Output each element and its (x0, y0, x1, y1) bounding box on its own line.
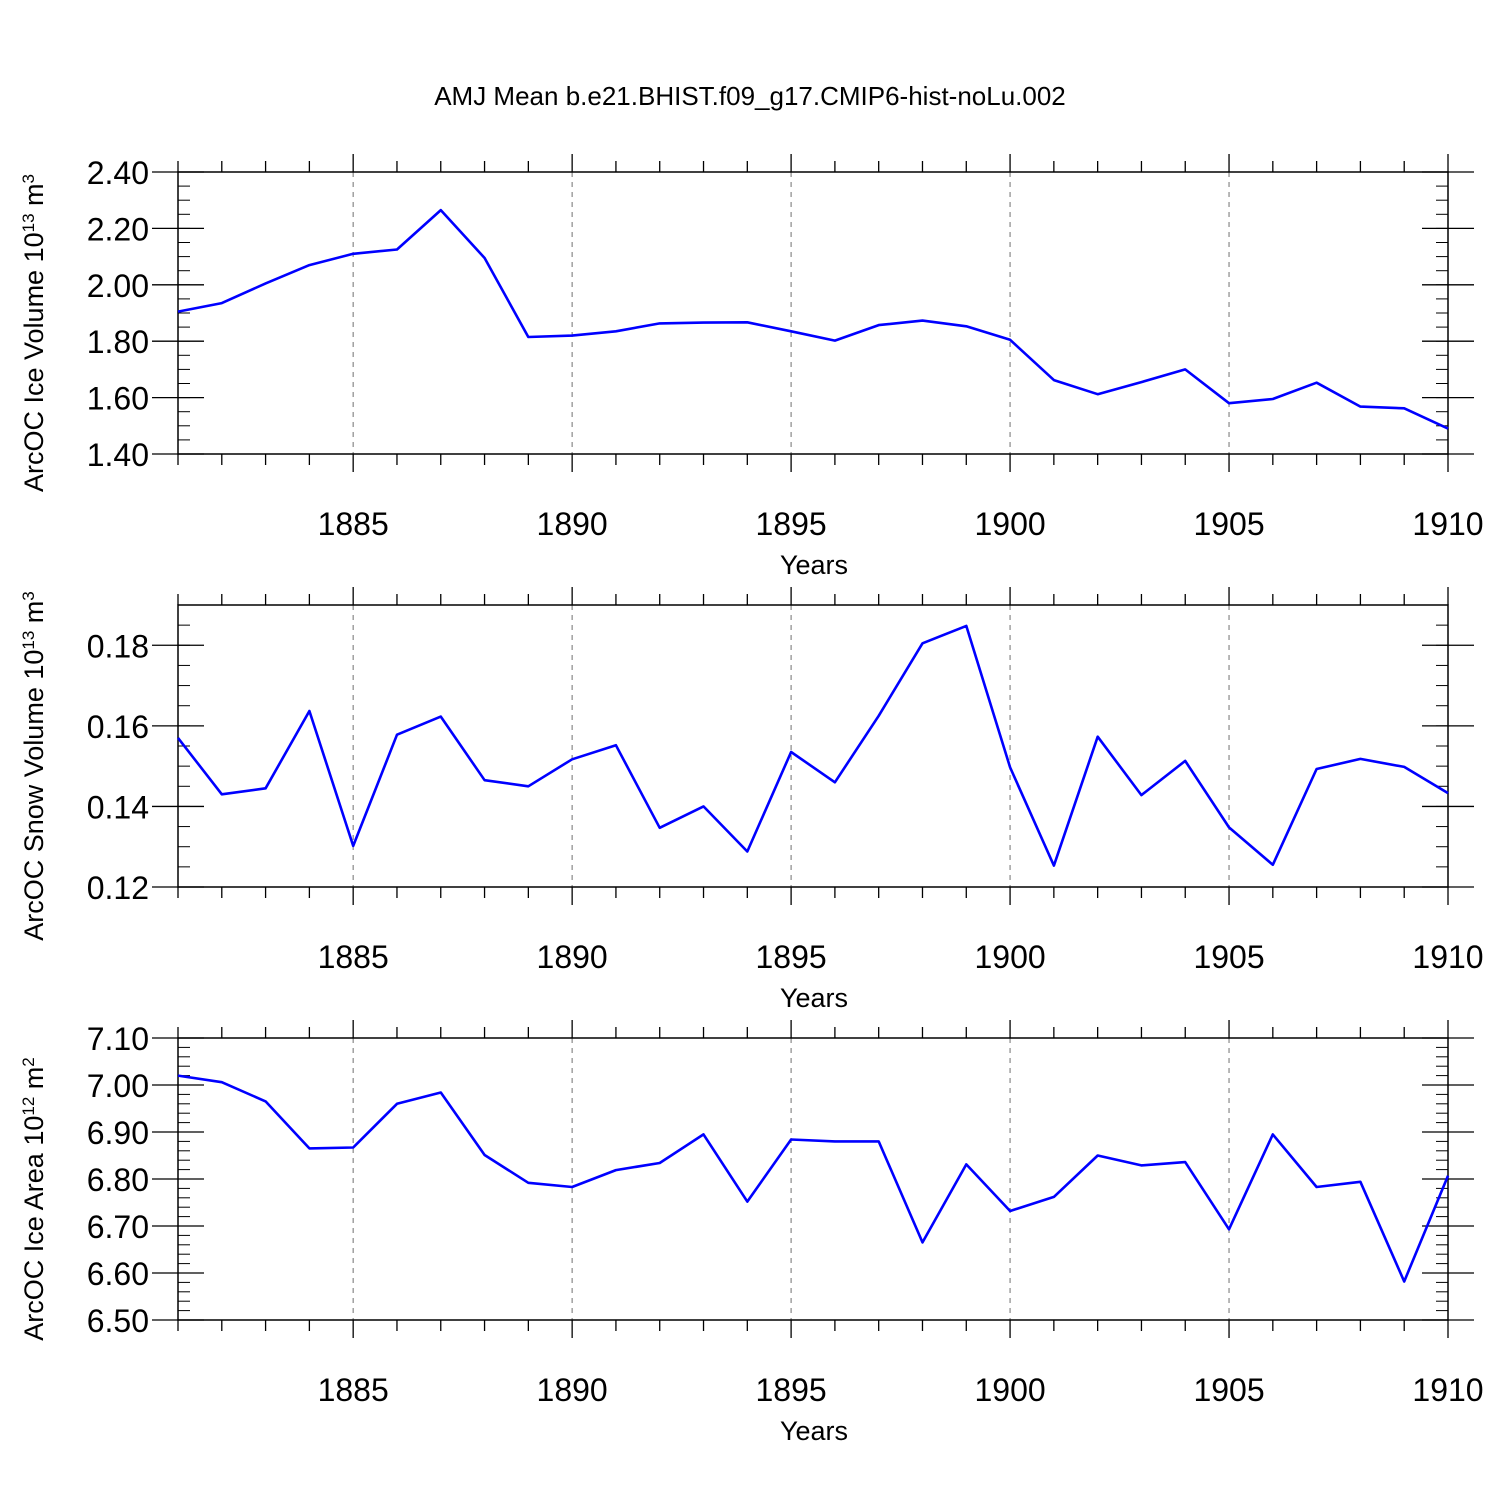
y-tick-label: 0.16 (87, 709, 149, 745)
x-axis-label: Years (780, 550, 848, 580)
plot-frame (177, 1037, 1449, 1321)
chart-panels: 1.40 1.60 1.80 2.00 2.20 2.40 1885 1890 1895 1900… (19, 154, 1484, 1446)
x-tick-label: 1895 (756, 506, 827, 542)
x-tick-label: 1905 (1193, 1372, 1264, 1408)
series-line (176, 624, 1449, 867)
y-axis-label-superscript: 2 (19, 1057, 38, 1066)
y-axis-label-part: m (19, 601, 49, 631)
y-axis-label-superscript: 3 (19, 591, 38, 600)
y-tick-label: 6.60 (87, 1256, 149, 1292)
x-tick-label: 1890 (537, 1372, 608, 1408)
y-tick-label: 0.18 (87, 628, 149, 664)
y-axis-label-part: m (19, 183, 49, 213)
x-tick-label: 1900 (974, 1372, 1045, 1408)
y-tick-label: 0.14 (87, 789, 149, 825)
x-tick-label: 1910 (1412, 939, 1483, 975)
y-axis-label-part: ArcOC Ice Volume 10 (19, 232, 49, 492)
y-tick-label: 6.80 (87, 1162, 149, 1198)
x-tick-label: 1905 (1193, 939, 1264, 975)
x-tick-label: 1910 (1412, 506, 1483, 542)
y-tick-label: 2.00 (87, 268, 149, 304)
series-line (177, 1074, 1450, 1283)
y-axis-label-superscript: 13 (19, 631, 38, 650)
x-tick-label: 1885 (318, 506, 389, 542)
y-tick-label: 7.00 (87, 1068, 149, 1104)
x-tick-label: 1900 (974, 506, 1045, 542)
chart-title: AMJ Mean b.e21.BHIST.f09_g17.CMIP6-hist-… (434, 81, 1066, 111)
x-tick-label: 1890 (537, 506, 608, 542)
y-tick-label: 7.10 (87, 1021, 149, 1057)
panel-3: 6.50 6.60 6.70 6.80 6.90 7.00 7.10 1885 1890 1895… (19, 1020, 1484, 1446)
x-tick-label: 1895 (756, 1372, 827, 1408)
y-axis-label-superscript: 3 (19, 174, 38, 183)
plot-frame (177, 604, 1449, 888)
y-tick-label: 1.60 (87, 381, 149, 417)
y-axis-label-part: m (19, 1067, 49, 1097)
y-axis-label-part: ArcOC Ice Area 10 (19, 1116, 49, 1341)
x-axis-label: Years (780, 1416, 848, 1446)
series-line (177, 208, 1449, 430)
panel-2: 0.12 0.14 0.16 0.18 1885 1890 1895 1900 1905 1910… (19, 587, 1484, 1013)
y-tick-label: 6.70 (87, 1209, 149, 1245)
panel-1: 1.40 1.60 1.80 2.00 2.20 2.40 1885 1890 1895 1900… (19, 154, 1484, 580)
plot-frame (177, 171, 1449, 455)
y-axis-label-superscript: 12 (19, 1097, 38, 1116)
y-axis-label: ArcOC Ice Area 1012 m2 (19, 1057, 49, 1341)
x-tick-label: 1885 (318, 1372, 389, 1408)
y-tick-label: 2.40 (87, 155, 149, 191)
y-tick-label: 1.40 (87, 437, 149, 473)
x-axis-label: Years (780, 983, 848, 1013)
y-axis-label-part: ArcOC Snow Volume 10 (19, 650, 49, 941)
x-tick-label: 1895 (756, 939, 827, 975)
y-tick-label: 1.80 (87, 324, 149, 360)
y-tick-label: 6.50 (87, 1303, 149, 1339)
x-tick-label: 1890 (537, 939, 608, 975)
y-axis-label: ArcOC Ice Volume 1013 m3 (19, 174, 49, 492)
y-axis-label-superscript: 13 (19, 213, 38, 232)
y-axis-label: ArcOC Snow Volume 1013 m3 (19, 591, 49, 941)
x-tick-label: 1910 (1412, 1372, 1483, 1408)
y-tick-label: 2.20 (87, 211, 149, 247)
y-tick-label: 6.90 (87, 1115, 149, 1151)
x-tick-label: 1900 (974, 939, 1045, 975)
x-tick-label: 1905 (1193, 506, 1264, 542)
y-tick-label: 0.12 (87, 870, 149, 906)
x-tick-label: 1885 (318, 939, 389, 975)
